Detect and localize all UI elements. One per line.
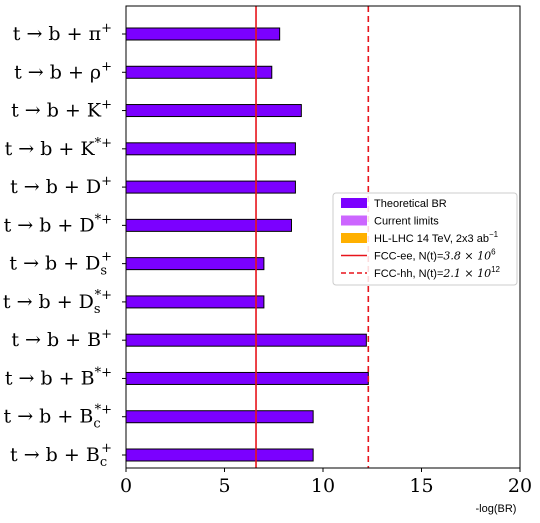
bar <box>125 180 296 194</box>
legend-swatch <box>341 233 367 243</box>
bar <box>125 448 314 462</box>
legend-label: HL-LHC 14 TeV, 2x3 ab−1 <box>374 230 499 245</box>
x-tick-label: 10 <box>311 475 335 497</box>
bar <box>125 65 273 79</box>
category-label: t → b + B*+ <box>5 365 112 389</box>
category-label: t → b + Ds+ <box>9 250 112 279</box>
category-label: t → b + Bc*+ <box>4 403 112 432</box>
bar <box>125 371 369 385</box>
x-tick-label: 15 <box>409 475 433 497</box>
category-label: t → b + π+ <box>13 21 112 45</box>
bar <box>125 295 265 309</box>
x-tick-label: 20 <box>508 475 532 497</box>
category-label: t → b + D*+ <box>4 212 112 236</box>
category-label: t → b + K+ <box>11 98 112 122</box>
legend-swatch <box>341 215 367 226</box>
bar <box>125 218 292 232</box>
bar <box>125 104 302 118</box>
x-tick-label: 0 <box>120 475 132 497</box>
legend-label: Theoretical BR <box>374 198 447 210</box>
category-label: t → b + Bc+ <box>10 441 112 470</box>
category-label: t → b + ρ+ <box>14 59 112 83</box>
legend-label: FCC-ee, N(t)=3.8 × 106 <box>374 248 496 263</box>
legend-label: Current limits <box>374 216 439 228</box>
category-label: t → b + B+ <box>11 327 112 351</box>
category-labels: t → b + π+ t → b + ρ+ t → b + K+ t → b + K*… <box>3 21 126 470</box>
bar <box>125 410 314 424</box>
bar <box>125 257 265 271</box>
category-label: t → b + Ds*+ <box>3 288 112 317</box>
bar <box>125 333 367 347</box>
bar <box>125 142 296 156</box>
x-axis-ticks: 0 5 10 15 20 <box>120 468 532 497</box>
bars-layer <box>125 27 369 462</box>
legend-box <box>332 192 518 286</box>
legend: Theoretical BR Current limits HL-LHC 14 Te… <box>332 192 518 286</box>
category-label: t → b + D+ <box>10 174 112 198</box>
legend-label: FCC-hh, N(t)=2.1 × 1012 <box>374 265 501 280</box>
category-label: t → b + K*+ <box>5 136 112 160</box>
x-tick-label: 5 <box>218 475 230 497</box>
x-axis-label: -log(BR) <box>476 503 517 515</box>
legend-swatch <box>341 198 367 208</box>
